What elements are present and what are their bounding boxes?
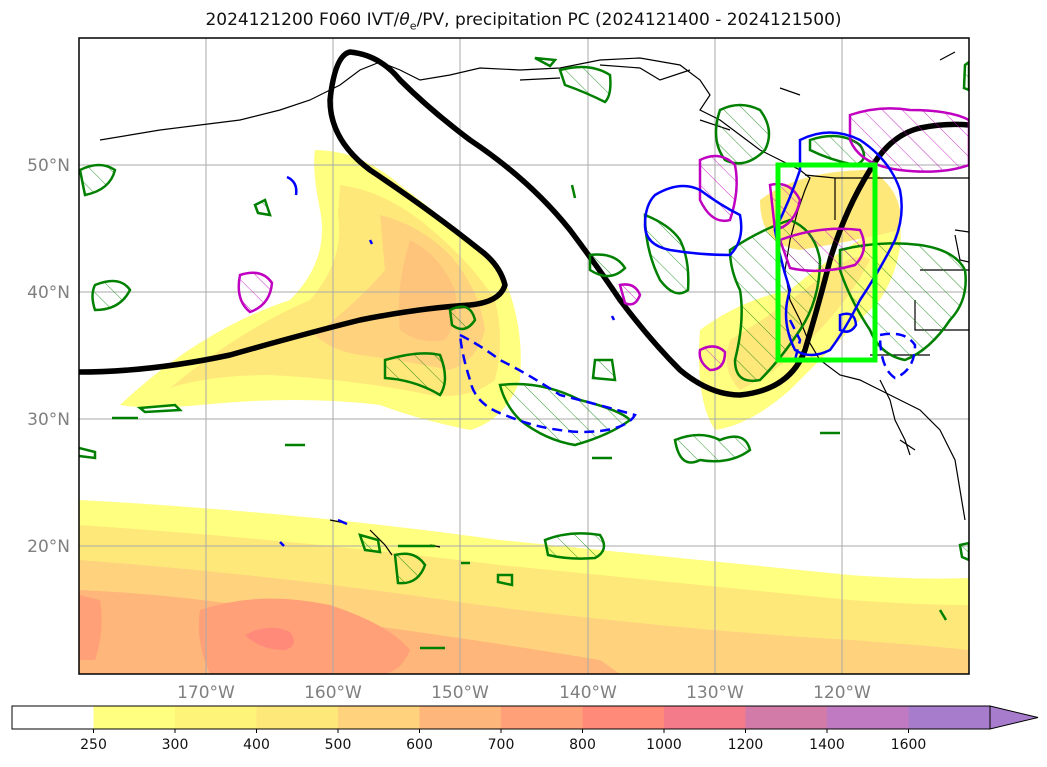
- colorbar-segment: [256, 706, 339, 729]
- map-frame: [78, 37, 970, 675]
- colorbar-segment: [908, 706, 991, 729]
- colorbar-extend-arrow: [989, 705, 1039, 730]
- colorbar-segment: [745, 706, 828, 729]
- ivt-black-contour: [79, 49, 969, 398]
- map-title: 2024121200 F060 IVT/θe/PV, precipitation…: [205, 10, 842, 33]
- colorbar-tick-label: 700: [488, 737, 515, 753]
- colorbar-segment: [501, 706, 583, 729]
- colorbar-tick-label: 500: [325, 737, 352, 753]
- colorbar: 250 300 400 500 600 700 800 1000 1200 1400 1600: [11, 705, 1039, 753]
- colorbar-segment: [338, 706, 420, 729]
- precip-green-contours: [79, 60, 969, 585]
- longitude-labels: 170°W 160°W 150°W 140°W 130°W 120°W: [177, 683, 871, 703]
- colorbar-segment: [12, 706, 94, 729]
- lon-label-150w: 150°W: [431, 683, 489, 703]
- colorbar-segment: [664, 706, 746, 729]
- precip-green-specks: [79, 56, 948, 650]
- lon-label-170w: 170°W: [177, 683, 235, 703]
- colorbar-tick-label: 1200: [728, 737, 764, 753]
- colorbar-tick-label: 600: [406, 737, 433, 753]
- lon-label-160w: 160°W: [304, 683, 362, 703]
- lat-label-50: 50°N: [27, 156, 70, 176]
- lat-label-20: 20°N: [27, 537, 70, 557]
- lon-label-140w: 140°W: [559, 683, 617, 703]
- ivt-shading-tropics: [79, 500, 969, 674]
- colorbar-segment: [93, 706, 176, 729]
- colorbar-tick-label: 1000: [646, 737, 682, 753]
- lon-label-120w: 120°W: [813, 683, 871, 703]
- colorbar-segment: [827, 706, 909, 729]
- lat-label-30: 30°N: [27, 410, 70, 430]
- map-panel: [79, 38, 969, 674]
- lat-label-40: 40°N: [27, 283, 70, 303]
- lon-label-130w: 130°W: [686, 683, 744, 703]
- colorbar-segment: [419, 706, 502, 729]
- colorbar-tick-label: 250: [80, 737, 107, 753]
- latitude-labels: 50°N 40°N 30°N 20°N: [27, 156, 70, 557]
- colorbar-segment: [175, 706, 257, 729]
- colorbar-tick-label: 400: [243, 737, 270, 753]
- colorbar-tick-label: 800: [569, 737, 596, 753]
- colorbar-tick-label: 1400: [809, 737, 845, 753]
- colorbar-tick-label: 300: [162, 737, 189, 753]
- colorbar-segment: [582, 706, 665, 729]
- highlight-box: [775, 162, 878, 363]
- theta-e-blue-dashed: [458, 319, 917, 434]
- colorbar-tick-label: 1600: [891, 737, 927, 753]
